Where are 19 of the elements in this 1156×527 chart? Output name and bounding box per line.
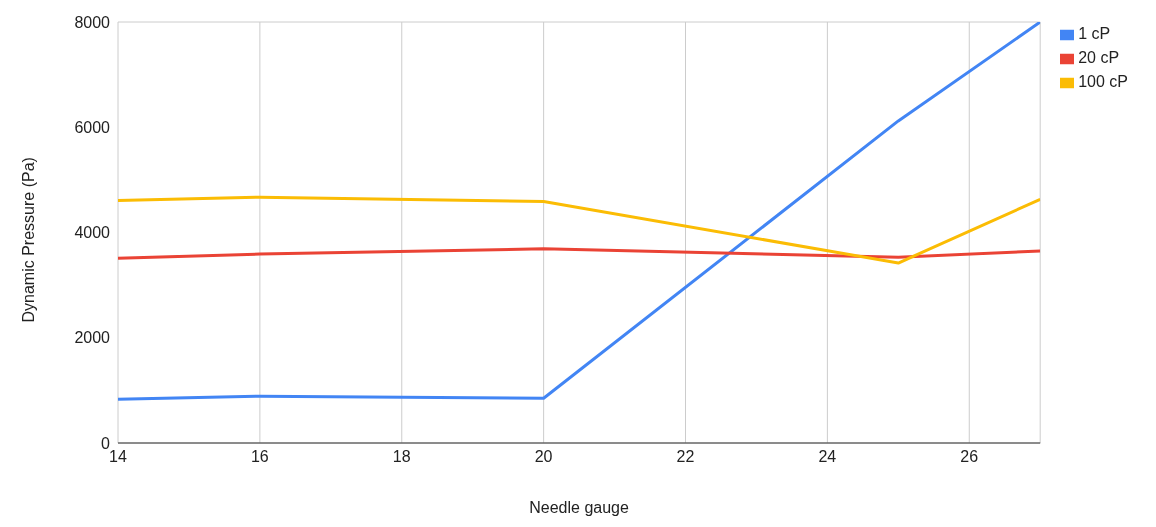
y-axis-title: Dynamic Pressure (Pa) bbox=[19, 157, 37, 323]
legend-label: 1 cP bbox=[1078, 25, 1111, 42]
y-tick-label: 0 bbox=[101, 434, 111, 452]
x-tick-label: 26 bbox=[960, 448, 979, 466]
y-tick-label: 8000 bbox=[74, 13, 111, 31]
x-axis-title: Needle gauge bbox=[529, 499, 630, 516]
y-tick-label: 2000 bbox=[74, 329, 111, 347]
x-tick-label: 14 bbox=[109, 448, 127, 466]
y-tick-label: 4000 bbox=[74, 224, 111, 242]
legend-label: 20 cP bbox=[1078, 49, 1120, 66]
x-tick-label: 24 bbox=[818, 448, 837, 466]
x-tick-label: 20 bbox=[534, 448, 553, 466]
x-tick-label: 18 bbox=[392, 448, 411, 466]
line-series bbox=[118, 247, 1041, 260]
line-series bbox=[118, 195, 1041, 265]
x-tick-label: 22 bbox=[676, 448, 695, 466]
y-tick-label: 6000 bbox=[74, 118, 111, 136]
x-tick-label: 16 bbox=[250, 448, 269, 466]
legend-label: 100 cP bbox=[1078, 73, 1128, 90]
